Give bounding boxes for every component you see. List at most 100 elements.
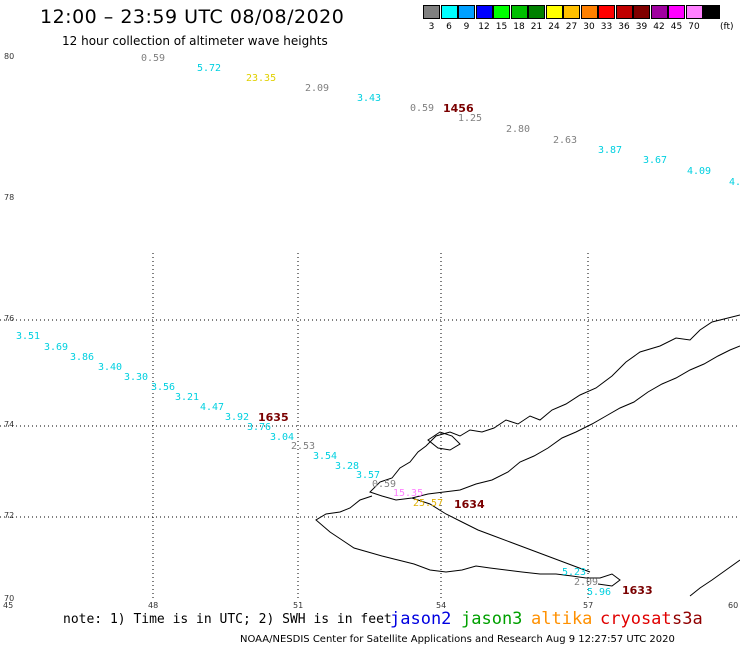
satellite-label-jason2: jason2 xyxy=(390,609,452,629)
lat-label: 78 xyxy=(4,193,15,202)
wave-height-label: 5.72 xyxy=(197,63,222,74)
scale-swatch xyxy=(563,5,580,19)
scale-swatch xyxy=(528,5,545,19)
wave-height-label: 0.59 xyxy=(141,53,166,64)
scale-swatch-label: 18 xyxy=(513,22,525,32)
wave-height-label: 2.80 xyxy=(506,124,531,135)
wave-height-label: 3.51 xyxy=(16,331,41,342)
wave-height-label: 4. xyxy=(729,177,740,188)
wave-height-label: 0.59 xyxy=(372,479,397,490)
scale-swatch-label: 36 xyxy=(618,22,630,32)
wave-height-label: 4.09 xyxy=(687,166,712,177)
scale-swatch-label: 33 xyxy=(600,22,613,32)
pass-time-label: 1456 xyxy=(443,102,474,115)
scale-swatch-label: 45 xyxy=(670,22,683,32)
scale-swatch-label: 3 xyxy=(428,22,435,32)
south-island-inner-coast xyxy=(411,497,591,573)
wave-height-label: 3.43 xyxy=(357,93,382,104)
wave-height-label: 3.21 xyxy=(175,392,200,403)
lat-label: 72 xyxy=(4,511,15,520)
graticule xyxy=(0,253,740,600)
wave-height-label: 3.57 xyxy=(356,470,381,481)
scale-swatch-label: 30 xyxy=(583,22,595,32)
scale-swatch xyxy=(475,5,493,19)
scale-swatch xyxy=(423,5,440,19)
wave-height-label: 23.35 xyxy=(246,73,277,84)
lon-label: 60 xyxy=(728,601,739,610)
wave-height-label: 2.53 xyxy=(291,441,316,452)
wave-height-label: 3.67 xyxy=(643,155,668,166)
scale-swatch xyxy=(668,5,685,19)
scale-swatch xyxy=(685,5,703,19)
wave-height-label: 2.63 xyxy=(553,135,578,146)
scale-swatch xyxy=(650,5,668,19)
lat-label: 80 xyxy=(4,52,15,61)
wave-height-label: 3.86 xyxy=(70,352,95,363)
lat-label: 74 xyxy=(4,420,15,429)
novaya-zemlya-north-coast xyxy=(369,314,740,501)
scale-swatch xyxy=(510,5,528,19)
scale-swatch xyxy=(440,5,458,19)
scale-swatch-label: 70 xyxy=(688,22,700,32)
lat-label: 76 xyxy=(4,314,15,323)
satellite-label-altika: altika xyxy=(531,609,593,629)
scale-swatch xyxy=(633,5,650,19)
scale-swatch xyxy=(703,5,720,19)
scale-swatch-label: 6 xyxy=(446,22,452,32)
scale-swatch xyxy=(493,5,510,19)
wave-height-label: 3.40 xyxy=(98,362,123,373)
lat-label: 70 xyxy=(4,594,15,603)
pass-time-label: 1633 xyxy=(622,584,653,597)
scale-swatch-label: 15 xyxy=(495,22,508,32)
scale-swatch-label: 39 xyxy=(635,22,648,32)
wave-height-label: 25.57 xyxy=(413,498,444,509)
wave-height-label: 3.92 xyxy=(225,412,250,423)
lon-label: 57 xyxy=(583,601,594,610)
footer-note: note: 1) Time is in UTC; 2) SWH is in fe… xyxy=(63,612,392,627)
scale-swatch-label: 27 xyxy=(565,22,578,32)
lon-label: 54 xyxy=(436,601,447,610)
wave-height-label: 3.04 xyxy=(270,432,295,443)
wave-height-label: 3.69 xyxy=(44,342,69,353)
satellite-label-cryosat: cryosat xyxy=(600,609,672,629)
satellite-label-jason3: jason3 xyxy=(461,609,523,629)
pass-time-label: 1635 xyxy=(258,411,289,424)
wave-height-label: 3.30 xyxy=(124,372,149,383)
lon-label: 51 xyxy=(293,601,304,610)
wave-height-label: 1.25 xyxy=(458,113,483,124)
scale-swatch xyxy=(545,5,563,19)
scale-unit-label: (ft) xyxy=(720,22,734,32)
lon-label: 45 xyxy=(3,601,14,610)
wave-height-label: 15.35 xyxy=(393,488,424,499)
vaygach-coast xyxy=(689,559,740,597)
wave-height-label: 2.09 xyxy=(305,83,330,94)
lon-label: 48 xyxy=(148,601,159,610)
scale-swatch-label: 24 xyxy=(548,22,560,32)
credit-line: NOAA/NESDIS Center for Satellite Applica… xyxy=(240,634,675,645)
wave-height-label: 5.23 xyxy=(562,567,587,578)
scale-swatch xyxy=(615,5,633,19)
coastline xyxy=(315,314,740,597)
page-subtitle: 12 hour collection of altimeter wave hei… xyxy=(62,34,328,48)
novaya-zemlya-south-island xyxy=(315,495,621,587)
scale-swatch-label: 12 xyxy=(478,22,490,32)
wave-height-label: 4.47 xyxy=(200,402,225,413)
scale-swatch-label: 9 xyxy=(463,22,470,32)
wave-height-label: 0.59 xyxy=(410,103,435,114)
satellite-label-s3a: s3a xyxy=(672,609,703,629)
wave-height-label: 5.96 xyxy=(587,587,612,598)
scale-swatch-label: 21 xyxy=(530,22,543,32)
matochkin-strait-islands xyxy=(427,431,461,451)
wave-height-label: 3.54 xyxy=(313,451,338,462)
scale-swatch xyxy=(598,5,615,19)
wave-height-label: 3.87 xyxy=(598,145,623,156)
wave-height-label: 3.56 xyxy=(151,382,176,393)
pass-time-label: 1634 xyxy=(454,498,485,511)
scale-swatch-label: 42 xyxy=(653,22,665,32)
scale-swatch xyxy=(580,5,598,19)
wave-height-label: 3.76 xyxy=(247,422,272,433)
page-title: 12:00 – 23:59 UTC 08/08/2020 xyxy=(40,6,345,28)
wave-height-label: 2.09 xyxy=(574,577,599,588)
